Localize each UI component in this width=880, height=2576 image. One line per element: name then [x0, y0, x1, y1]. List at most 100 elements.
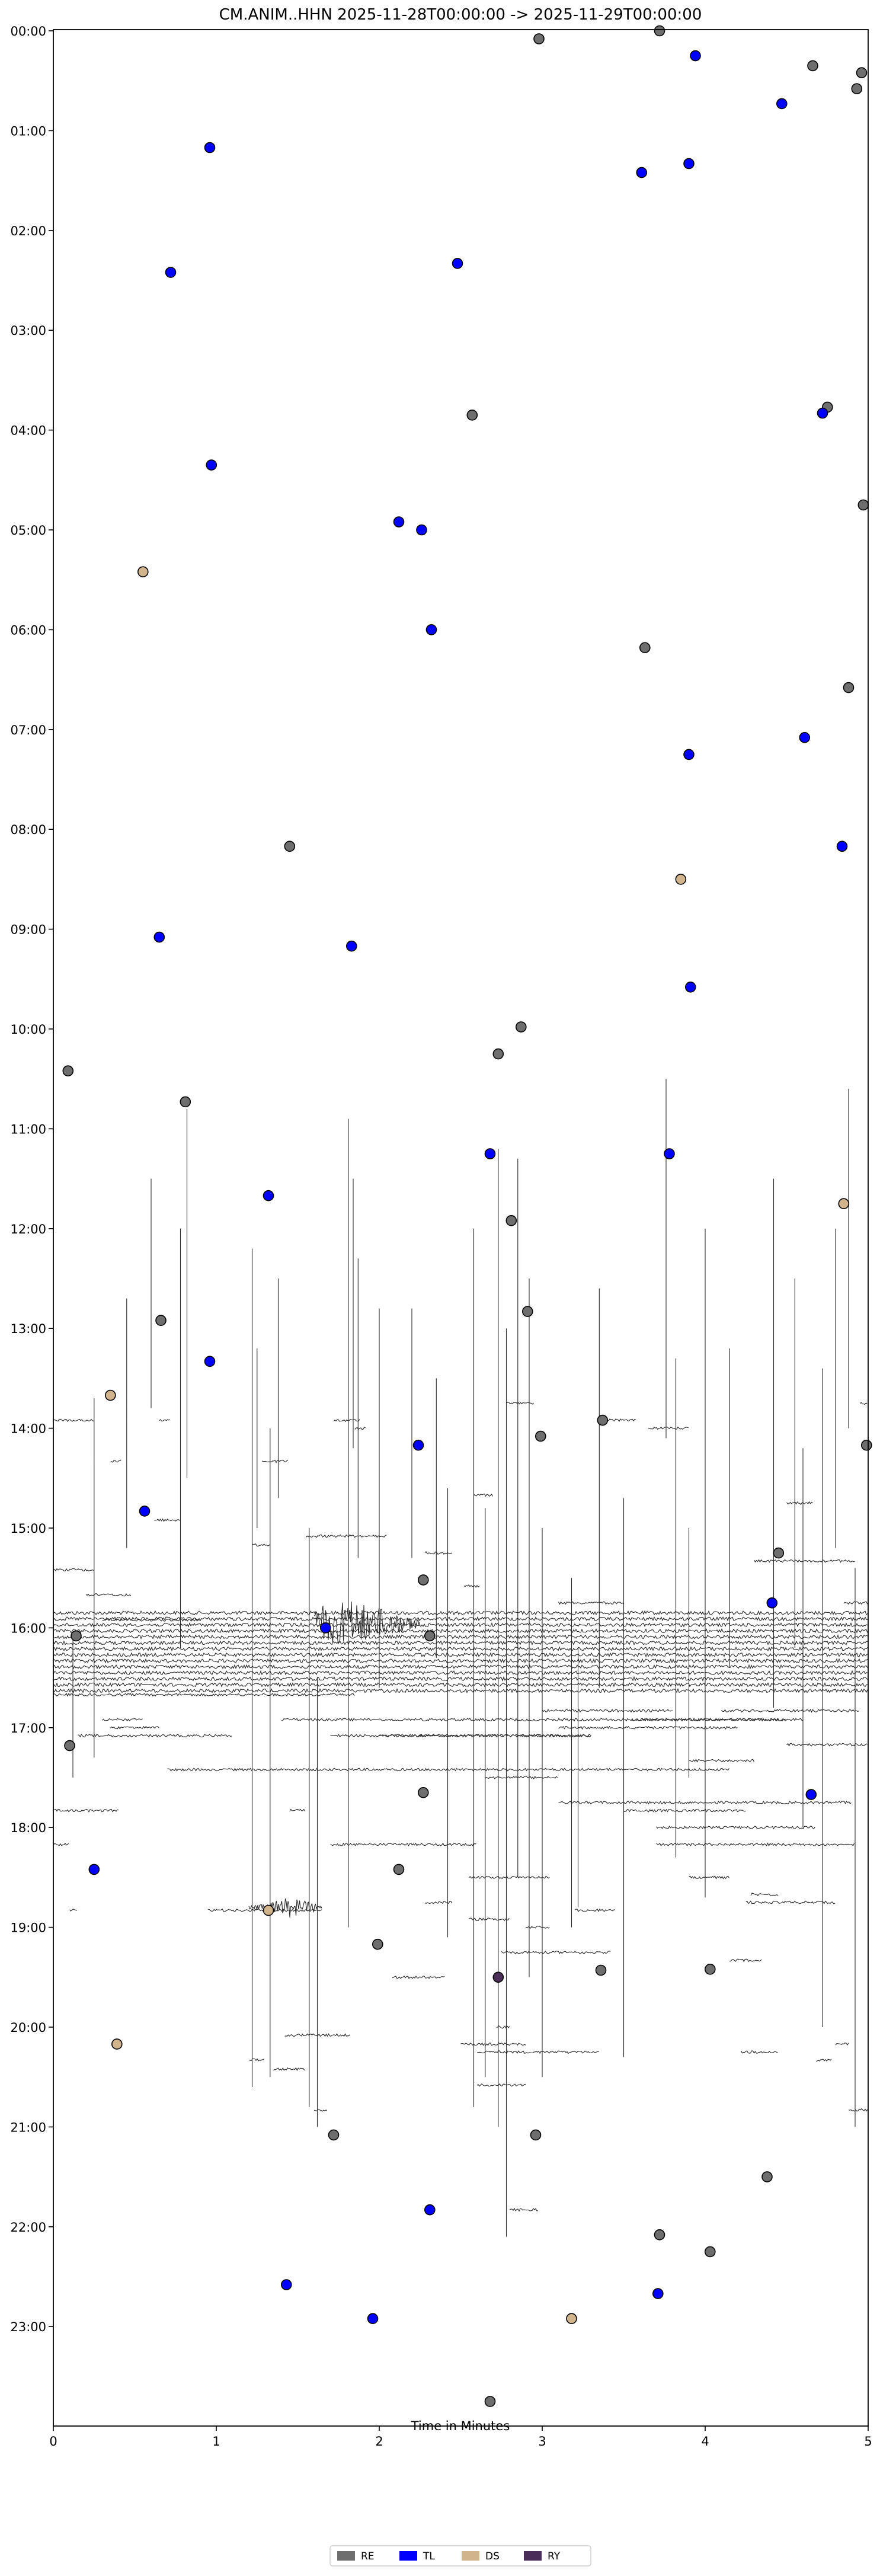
y-tick-label: 14:00	[10, 1422, 46, 1436]
event-point	[639, 642, 651, 653]
y-tick-label: 13:00	[10, 1322, 46, 1336]
event-point	[263, 1904, 274, 1916]
y-tick-label: 01:00	[10, 124, 46, 138]
event-point	[165, 267, 177, 278]
event-point	[766, 1597, 778, 1609]
legend-label: RE	[361, 2551, 375, 2562]
event-point	[153, 931, 165, 943]
event-point	[807, 60, 818, 72]
event-point	[654, 25, 665, 37]
y-tick-label: 22:00	[10, 2220, 46, 2235]
plot-frame	[53, 29, 869, 2427]
legend-swatch	[462, 2551, 479, 2561]
event-point	[466, 409, 478, 421]
event-point	[417, 1787, 429, 1798]
event-point	[204, 1356, 216, 1367]
event-point	[705, 1964, 716, 1975]
y-axis: 00:00 01:00 02:00 03:00 04:00 05:00 06:00 07:00…	[10, 24, 53, 2334]
y-tick-label: 09:00	[10, 923, 46, 937]
series-re	[62, 25, 872, 2407]
event-point	[636, 167, 648, 178]
y-tick-label: 10:00	[10, 1022, 46, 1037]
event-point	[761, 2171, 773, 2182]
event-point	[836, 840, 848, 852]
event-point	[155, 1315, 167, 1326]
x-tick-label: 2	[375, 2434, 383, 2449]
event-point	[137, 566, 149, 578]
legend-label: RY	[548, 2551, 561, 2562]
event-point	[319, 1622, 331, 1634]
event-point	[595, 1964, 607, 1976]
event-point	[675, 874, 687, 885]
legend-swatch	[337, 2551, 355, 2561]
legend-box	[329, 2545, 591, 2567]
y-tick-label: 08:00	[10, 823, 46, 837]
event-point	[805, 1789, 817, 1800]
event-point	[683, 749, 695, 760]
event-point	[416, 524, 427, 536]
event-point	[367, 2313, 379, 2324]
event-point	[412, 1439, 424, 1451]
event-point	[856, 67, 868, 78]
event-point	[424, 2204, 436, 2216]
event-point	[139, 1506, 151, 1517]
series-tl	[88, 50, 848, 2324]
legend-label: DS	[485, 2551, 500, 2562]
event-point	[690, 50, 701, 62]
event-point	[685, 982, 696, 993]
y-tick-label: 18:00	[10, 1821, 46, 1835]
y-tick-label: 16:00	[10, 1621, 46, 1635]
event-point	[566, 2313, 577, 2324]
event-point	[773, 1547, 785, 1559]
y-tick-label: 15:00	[10, 1522, 46, 1536]
event-point	[484, 1148, 496, 1159]
event-point	[652, 2288, 664, 2299]
event-point	[664, 1148, 675, 1159]
event-point	[533, 33, 545, 44]
x-axis-label: Time in Minutes	[411, 2419, 510, 2433]
event-point	[484, 2396, 496, 2407]
event-markers	[62, 25, 872, 2407]
series-ry	[492, 1971, 504, 1983]
chart-title: CM.ANIM..HHN 2025-11-28T00:00:00 -> 2025…	[219, 6, 702, 24]
y-tick-label: 17:00	[10, 1721, 46, 1736]
y-tick-label: 19:00	[10, 1921, 46, 1935]
event-point	[424, 1630, 436, 1642]
legend-swatch	[399, 2551, 417, 2561]
y-tick-label: 23:00	[10, 2320, 46, 2334]
waveform-trace	[53, 1079, 868, 2237]
event-point	[345, 940, 357, 952]
event-point	[62, 1065, 74, 1076]
event-point	[393, 1864, 405, 1875]
event-point	[597, 1414, 609, 1426]
event-point	[284, 840, 296, 852]
y-tick-label: 20:00	[10, 2021, 46, 2035]
x-tick-label: 4	[701, 2434, 709, 2449]
event-point	[452, 258, 463, 269]
event-point	[328, 2129, 340, 2141]
event-point	[705, 2246, 716, 2258]
event-point	[535, 1430, 546, 1442]
event-point	[180, 1096, 191, 1108]
y-tick-label: 11:00	[10, 1122, 46, 1136]
event-point	[654, 2229, 665, 2241]
event-point	[799, 732, 811, 743]
event-point	[530, 2129, 542, 2141]
event-point	[838, 1198, 850, 1209]
event-point	[505, 1215, 517, 1226]
event-point	[492, 1971, 504, 1983]
event-point	[683, 158, 695, 170]
event-point	[861, 1439, 872, 1451]
y-tick-label: 12:00	[10, 1222, 46, 1236]
event-point	[105, 1389, 116, 1401]
event-point	[515, 1021, 527, 1033]
legend: RE TL DS RY	[329, 2545, 591, 2567]
event-point	[372, 1938, 383, 1950]
y-tick-label: 03:00	[10, 324, 46, 338]
event-point	[417, 1574, 429, 1586]
event-point	[851, 83, 863, 94]
legend-label: TL	[423, 2551, 435, 2562]
event-point	[492, 1048, 504, 1060]
